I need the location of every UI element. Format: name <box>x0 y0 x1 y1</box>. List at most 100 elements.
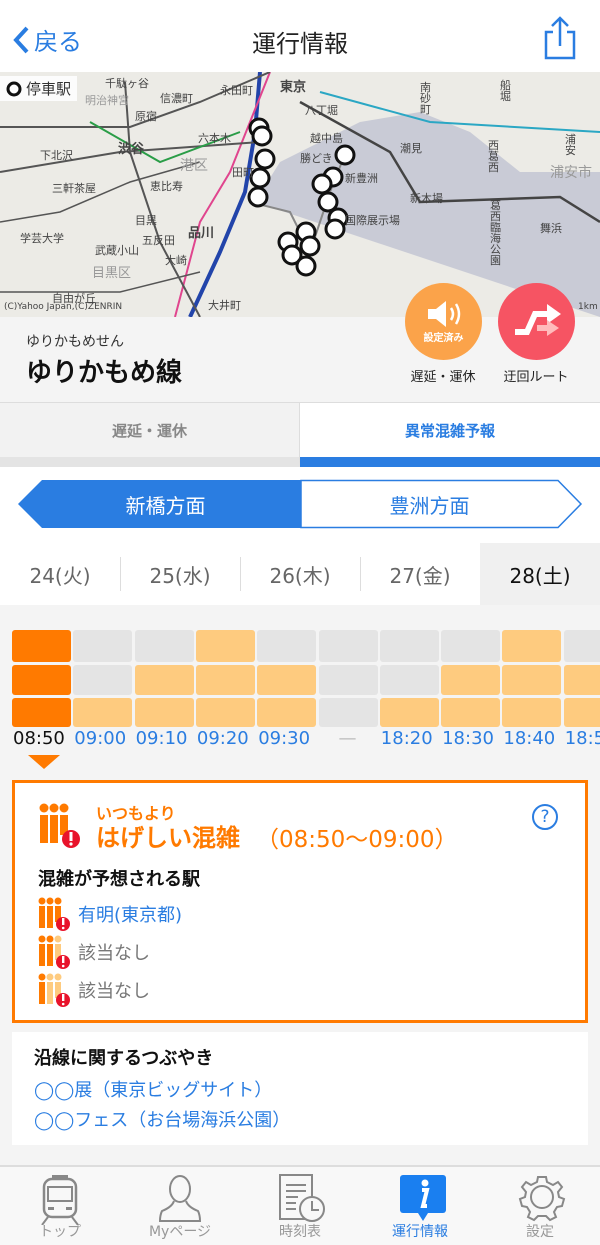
congestion-cell <box>502 698 562 727</box>
map-label: 船堀 <box>500 79 511 103</box>
station-markers <box>247 117 356 277</box>
congestion-grid: 08:50 09:00 09:10 09:20 09:30 — 18:20 18:30 18:4… <box>0 605 600 775</box>
map-scale: 1km <box>578 302 598 312</box>
time-slot-column[interactable] <box>441 630 501 730</box>
time-slot-column[interactable] <box>12 630 71 730</box>
tweet-link[interactable]: ◯◯展（東京ビッグサイト） <box>34 1080 273 1101</box>
time-slot-column[interactable] <box>134 630 194 730</box>
station-name: 該当なし <box>78 943 150 964</box>
congestion-cell <box>195 665 255 695</box>
date-tab[interactable]: 24(火) <box>29 563 91 588</box>
time-slot-column[interactable] <box>502 630 562 730</box>
congestion-prefix: いつもより <box>96 804 176 823</box>
date-tab[interactable]: 25(水) <box>120 543 240 605</box>
map-label: 新木場 <box>410 192 443 205</box>
time-slot-label[interactable]: 18:20 <box>380 728 433 749</box>
congestion-cell <box>134 665 194 695</box>
bottom-tab-bar: トップ Myページ 時刻表 運行情報 設定 <box>0 1165 600 1245</box>
time-slot-label[interactable]: 18:40 <box>503 728 556 749</box>
congestion-cell <box>379 630 439 662</box>
tab-bar-top: 遅延・運休 異常混雑予報 <box>0 403 600 467</box>
congestion-cell <box>441 665 501 695</box>
tab-label: 時刻表 <box>279 1224 321 1240</box>
time-slot-column[interactable] <box>318 630 378 730</box>
station-name: 該当なし <box>78 981 150 1002</box>
time-slot-column[interactable] <box>379 630 439 730</box>
time-slot-column[interactable] <box>257 630 317 730</box>
congestion-detail-card <box>12 780 588 1023</box>
tab-top[interactable]: トップ <box>0 1167 120 1245</box>
map-label: 葛西臨海公園 <box>490 199 501 267</box>
tab-timetable[interactable]: 時刻表 <box>240 1167 360 1245</box>
date-tab[interactable]: 26(木) <box>240 543 360 605</box>
map-label: 五反田 <box>142 234 175 247</box>
tab-service-info[interactable]: 運行情報 <box>360 1167 480 1245</box>
map-label: 新豊洲 <box>345 172 378 185</box>
congestion-level-icon <box>38 897 70 931</box>
speaker-icon <box>427 301 460 327</box>
congestion-cell <box>441 698 501 727</box>
congestion-cell <box>379 665 439 695</box>
train-icon <box>41 1175 79 1225</box>
congestion-cell <box>379 698 439 727</box>
map-label: 浦安 <box>565 133 576 157</box>
station-row[interactable]: 有明(東京都) <box>38 897 182 931</box>
person-icon <box>158 1175 202 1222</box>
map-label: 大井町 <box>208 299 241 312</box>
page-title: 運行情報 <box>252 30 348 58</box>
date-tab[interactable]: 27(金) <box>360 543 480 605</box>
direction-shapes <box>18 479 583 529</box>
time-slot-column[interactable] <box>563 630 600 730</box>
time-slot-label[interactable]: 18:50 <box>564 728 600 749</box>
time-slot-label[interactable]: 09:10 <box>135 728 188 749</box>
map-label: 下北沢 <box>40 149 73 162</box>
detour-route-button[interactable] <box>498 283 575 360</box>
detour-arrow-icon <box>514 303 561 336</box>
delay-notification-button[interactable]: 設定済み <box>405 283 482 360</box>
header <box>0 0 600 72</box>
route-map[interactable]: 東京 永田町 八丁堀 千駄ヶ谷 信濃町 原宿 渋谷 六本木 越中島 勝どき 潮見… <box>0 72 600 317</box>
direction-selector: 新橋方面 豊洲方面 <box>0 467 600 543</box>
selected-slot-pointer <box>28 755 60 769</box>
congestion-cell <box>502 665 562 695</box>
map-label: 大崎 <box>165 254 187 267</box>
back-button[interactable]: 戻る <box>12 22 82 57</box>
time-slot-label[interactable]: 09:20 <box>196 728 249 749</box>
map-copyright: (C)Yahoo Japan,(C)ZENRIN <box>4 302 123 312</box>
tweets-heading: 沿線に関するつぶやき <box>34 1048 214 1069</box>
time-slot-column[interactable] <box>73 630 133 730</box>
congestion-cell <box>257 698 317 727</box>
map-label: 勝どき <box>300 152 333 165</box>
time-slot-label[interactable]: 18:30 <box>442 728 494 749</box>
map-label: 永田町 <box>220 84 253 97</box>
map-label: 千駄ヶ谷 <box>105 77 149 90</box>
tab-mypage[interactable]: Myページ <box>120 1167 240 1245</box>
time-slot-label[interactable]: 08:50 <box>13 728 65 749</box>
station-name[interactable]: 有明(東京都) <box>78 905 183 926</box>
question-icon[interactable]: ? <box>532 804 558 830</box>
share-icon[interactable] <box>540 16 580 60</box>
chevron-left-icon <box>13 26 29 53</box>
tab-delay[interactable]: 遅延・運休 <box>0 403 300 467</box>
direction-toyosu[interactable]: 豊洲方面 <box>389 493 470 518</box>
back-label: 戻る <box>34 28 82 56</box>
tab-settings[interactable]: 設定 <box>480 1167 600 1245</box>
tweet-link[interactable]: ◯◯フェス（お台場海浜公園） <box>34 1110 291 1131</box>
map-label: 港区 <box>180 158 208 174</box>
congestion-cell <box>563 630 600 662</box>
time-slot-label[interactable]: — <box>338 728 357 749</box>
direction-shinbashi[interactable]: 新橋方面 <box>125 493 206 518</box>
tab-congestion-forecast[interactable]: 異常混雑予報 <box>300 403 600 467</box>
congestion-cell <box>73 630 133 662</box>
congestion-level-icon <box>38 935 70 969</box>
time-slot-label[interactable]: 09:00 <box>74 728 127 749</box>
time-slot-column[interactable] <box>195 630 255 730</box>
time-slot-label[interactable]: 09:30 <box>258 728 311 749</box>
map-label: 田町 <box>232 166 254 179</box>
map-label: 信濃町 <box>160 92 193 105</box>
map-label: 浦安市 <box>550 165 592 181</box>
congestion-cell <box>12 698 71 727</box>
station-row: 該当なし <box>38 935 150 969</box>
gear-icon <box>518 1176 566 1222</box>
date-tab-selected[interactable]: 28(土) <box>480 543 600 605</box>
